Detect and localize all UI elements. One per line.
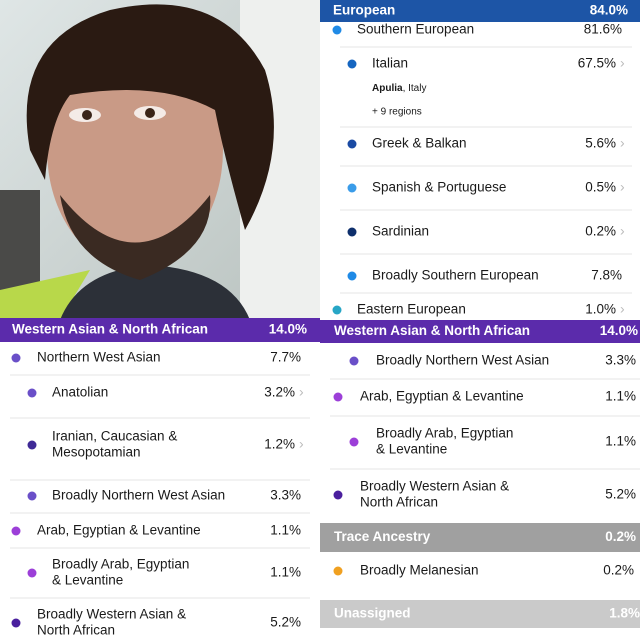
ancestry-name: Southern European [357,22,474,37]
ancestry-dot [349,437,359,447]
ancestry-percent: 3.3% [605,353,636,368]
ancestry-name: Northern West Asian [37,350,161,365]
ancestry-name: Greek & Balkan [372,136,467,151]
ancestry-name: Broadly Arab, Egyptian [52,557,189,572]
ancestry-name: Eastern European [357,302,466,317]
ancestry-percent: 3.2% [264,385,295,400]
section-name: Western Asian & North African [12,322,208,337]
chevron[interactable]: › [620,55,625,71]
ancestry-percent: 67.5% [578,56,616,71]
section-name: Trace Ancestry [334,529,431,544]
ancestry-dot [332,305,342,315]
ancestry-name: Anatolian [52,385,108,400]
section-percent: 84.0% [590,3,628,18]
ancestry-dot [27,491,37,501]
ancestry-name: North African [360,495,438,510]
ancestry-dot [27,388,37,398]
ancestry-percent: 0.5% [585,180,616,195]
region: Apulia, Italy [372,83,426,94]
ancestry-name: Broadly Arab, Egyptian [376,426,513,441]
section-percent: 14.0% [600,323,638,338]
ancestry-percent: 3.3% [270,488,301,503]
ancestry-name: Italian [372,56,408,71]
ancestry-name: Arab, Egyptian & Levantine [37,523,201,538]
section-percent: 0.2% [605,529,636,544]
ancestry-percent: 1.0% [585,302,616,317]
region-name: Apulia [372,83,403,94]
panel-bg [320,320,640,640]
ancestry-percent: 1.1% [270,523,301,538]
section-header [0,318,320,342]
ancestry-percent: 1.1% [605,389,636,404]
section-header [320,523,640,552]
ancestry-percent: 5.2% [605,487,636,502]
section-header [320,0,640,22]
ancestry-name: Broadly Northern West Asian [52,488,225,503]
ancestry-name: Spanish & Portuguese [372,180,506,195]
ancestry-dot [333,566,343,576]
ancestry-dot [347,183,357,193]
ancestry-name: Iranian, Caucasian & [52,429,177,444]
ancestry-percent: 5.6% [585,136,616,151]
section-header [320,320,640,343]
more-regions[interactable]: + 9 regions [372,107,422,118]
section-name: European [333,3,395,18]
ancestry-dot [333,392,343,402]
chevron[interactable]: › [620,223,625,239]
ancestry-dot [347,271,357,281]
ancestry-dot [11,353,21,363]
ancestry-dot [27,568,37,578]
ancestry-percent: 1.2% [264,437,295,452]
ancestry-percent: 1.1% [270,565,301,580]
ancestry-percent: 1.1% [605,434,636,449]
ancestry-dot [11,618,21,628]
ancestry-dot [11,526,21,536]
ancestry-name: Broadly Western Asian & [37,607,186,622]
chevron[interactable]: › [299,436,304,452]
ancestry-dot [349,356,359,366]
section-header [320,600,640,628]
chevron[interactable]: › [620,301,625,317]
ancestry-name: Sardinian [372,224,429,239]
chevron[interactable]: › [620,179,625,195]
section-name: Western Asian & North African [334,323,530,338]
section-name: Unassigned [334,606,411,621]
section-percent: 1.8% [609,606,640,621]
ancestry-percent: 5.2% [270,615,301,630]
ancestry-name: Broadly Western Asian & [360,479,509,494]
section-percent: 14.0% [269,322,307,337]
ancestry-name: & Levantine [376,442,447,457]
ancestry-name: Broadly Melanesian [360,563,479,578]
ancestry-name: Broadly Southern European [372,268,539,283]
ancestry-dot [333,490,343,500]
ancestry-percent: 7.7% [270,350,301,365]
ancestry-dot [347,59,357,69]
ancestry-dot [27,440,37,450]
ancestry-percent: 0.2% [585,224,616,239]
ancestry-name: North African [37,623,115,638]
ancestry-dot [347,139,357,149]
ancestry-percent: 81.6% [584,22,622,37]
ancestry-percent: 7.8% [591,268,622,283]
panel-bg [0,318,320,640]
ancestry-percent: 0.2% [603,563,634,578]
ancestry-name: Mesopotamian [52,445,141,460]
chevron[interactable]: › [299,384,304,400]
ancestry-dot [332,25,342,35]
ancestry-name: Broadly Northern West Asian [376,353,549,368]
ancestry-dot [347,227,357,237]
region-country: , Italy [403,83,427,94]
ancestry-name: Arab, Egyptian & Levantine [360,389,524,404]
ancestry-name: & Levantine [52,573,123,588]
chevron[interactable]: › [620,135,625,151]
photo [0,0,320,320]
